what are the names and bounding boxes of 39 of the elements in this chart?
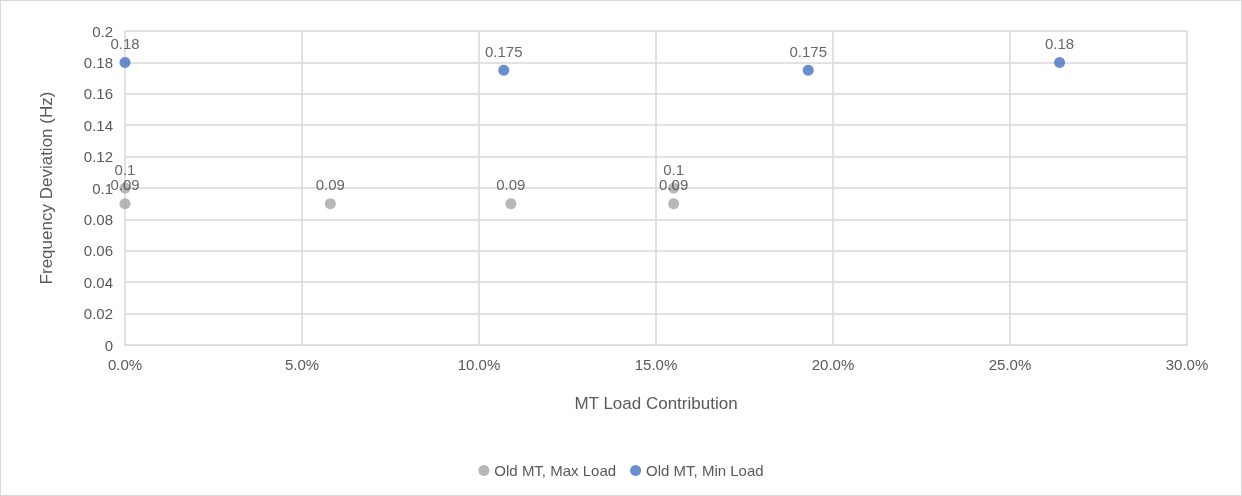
x-tick-label: 30.0% [1165,356,1209,373]
x-axis-title: MT Load Contribution [574,394,738,413]
y-tick-label: 0 [104,336,113,354]
x-tick-label: 20.0% [811,356,855,373]
y-tick-label: 0.02 [83,305,113,323]
x-tick-label: 15.0% [634,356,678,373]
x-tick-label: 5.0% [284,356,320,373]
point [119,56,131,68]
data-label: 0.09 [496,176,526,194]
legend-label: Old MT, Max Load [494,462,617,479]
y-tick-label: 0.06 [83,242,113,260]
data-label: 0.09 [315,176,345,194]
point [498,64,510,76]
x-tick-label: 0.0% [107,356,143,373]
x-tick-label: 10.0% [457,356,501,373]
data-label: 0.18 [110,34,140,52]
data-label: 0.09 [110,176,140,194]
x-tick-label: 25.0% [988,356,1032,373]
data-label: 0.175 [789,42,827,60]
y-tick-label: 0.12 [83,148,113,166]
y-tick-label: 0.18 [83,53,113,71]
data-label: 0.1 [114,160,136,178]
data-label: 0.18 [1044,34,1075,52]
legend-label: Old MT, Min Load [646,462,764,479]
point [505,198,517,210]
y-tick-label: 0.14 [83,116,113,134]
point [119,198,131,210]
point [1054,56,1066,68]
y-tick-label: 0.08 [83,210,113,228]
data-label: 0.175 [485,42,523,60]
data-label: 0.09 [659,176,689,194]
y-tick-label: 0.2 [92,22,113,40]
y-tick-label: 0.04 [83,273,113,291]
point [668,198,680,210]
point [324,198,336,210]
y-tick-label: 0.16 [83,85,113,103]
y-axis-title: Frequency Deviation (Hz) [37,91,56,285]
data-label: 0.1 [663,160,685,178]
point [802,64,814,76]
